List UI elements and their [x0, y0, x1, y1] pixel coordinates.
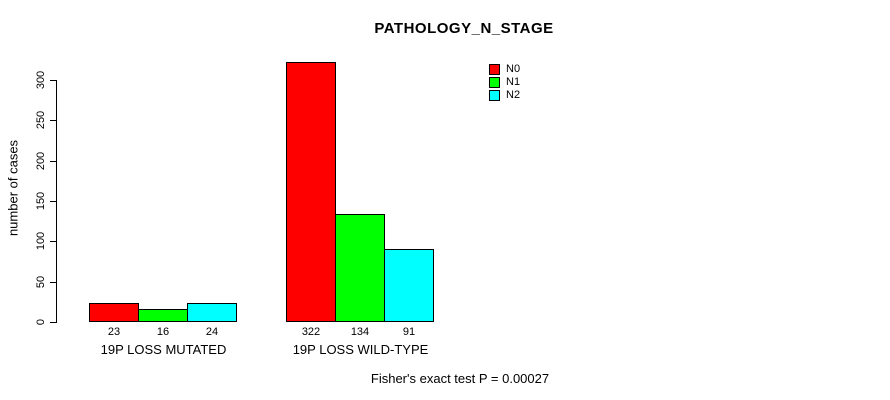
bar-value-label: 24: [205, 326, 219, 338]
y-tick-mark: [50, 160, 57, 162]
legend-label: N1: [506, 76, 521, 88]
y-axis-label: number of cases: [5, 139, 21, 237]
y-tick-mark: [50, 281, 57, 283]
bar-n0-group2: [286, 62, 336, 322]
bar-n1-group2: [335, 213, 385, 322]
y-tick-mark: [50, 322, 57, 323]
legend-label: N2: [506, 89, 521, 101]
bar-value-label: 91: [402, 326, 416, 338]
y-tick-label: 250: [35, 111, 47, 130]
legend-row: N2: [489, 89, 520, 102]
chart-title: PATHOLOGY_N_STAGE: [374, 20, 554, 37]
footnote-text: Fisher's exact test P = 0.00027: [370, 371, 550, 386]
y-tick-label: 0: [35, 318, 47, 326]
legend-swatch-n2: [489, 90, 500, 101]
bar-value-label: 23: [107, 326, 121, 338]
bar-n0-group1: [89, 303, 139, 322]
legend-swatch-n1: [489, 77, 500, 88]
bar-value-label: 134: [350, 326, 370, 338]
legend-row: N1: [489, 76, 520, 89]
legend: N0 N1 N2: [489, 63, 520, 102]
y-tick-label: 200: [35, 151, 47, 170]
bar-n1-group1: [138, 309, 188, 322]
y-tick-mark: [50, 80, 57, 81]
legend-swatch-n0: [489, 64, 500, 75]
bar-value-label: 16: [156, 326, 170, 338]
y-tick-mark: [50, 201, 57, 202]
y-tick-mark: [50, 120, 57, 122]
y-tick-mark: [50, 241, 57, 243]
legend-row: N0: [489, 63, 520, 76]
x-category-label: 19P LOSS WILD-TYPE: [292, 342, 429, 357]
y-tick-label: 300: [35, 70, 47, 90]
bar-n2-group1: [187, 302, 237, 322]
legend-label: N0: [506, 63, 521, 75]
x-category-label: 19P LOSS MUTATED: [100, 342, 227, 357]
y-tick-label: 100: [35, 232, 47, 251]
bar-value-label: 322: [301, 326, 321, 338]
y-tick-label: 150: [35, 191, 47, 211]
bar-n2-group2: [384, 248, 434, 322]
y-tick-label: 50: [35, 275, 47, 288]
